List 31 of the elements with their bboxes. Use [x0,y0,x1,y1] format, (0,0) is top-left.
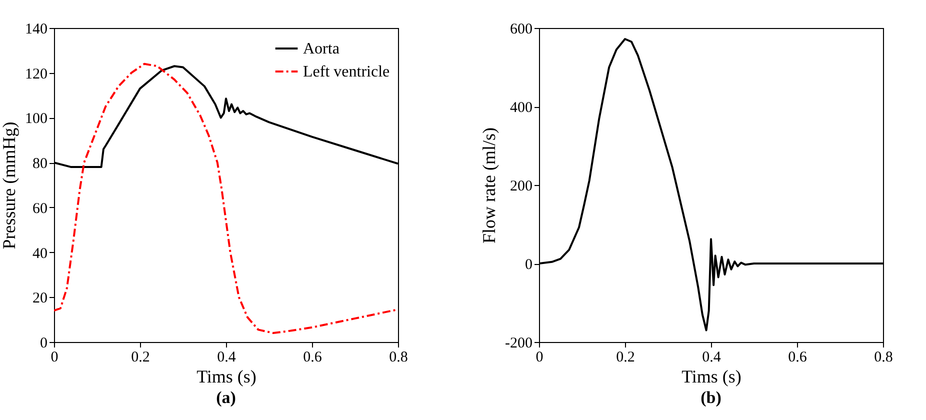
legend-label: Left ventricle [303,64,390,80]
y-tick-label: 60 [32,200,48,217]
x-tick-label: 0.8 [389,350,408,366]
y-tick-label: 20 [32,290,48,307]
y-tick-label: 40 [32,246,48,262]
x-axis-title: Tims (s) [196,366,256,386]
legend-label: Aorta [303,40,340,58]
x-tick-label: 0.6 [788,350,808,366]
y-tick-label: 0 [40,336,48,352]
text: (b) [700,388,722,407]
y-axis-title: Pressure (mmHg) [0,122,19,250]
y-tick-label: 120 [25,66,48,82]
x-tick-label: 0.2 [131,350,150,366]
y-tick-label: 140 [25,22,48,38]
x-axis-title: Tims (s) [682,366,742,386]
y-axis-title: Flow rate (ml/s) [479,128,500,244]
x-tick-label: 0 [50,350,58,366]
y-tick-label: 100 [25,111,48,128]
y-tick-label: 200 [510,178,532,194]
y-tick-label: 80 [32,156,48,172]
x-tick-label: 0.4 [217,350,236,366]
text: (a) [216,388,236,407]
x-tick-label: 0.8 [874,350,893,366]
y-tick-label: 400 [510,100,532,116]
y-tick-label: -200 [505,336,532,352]
x-tick-label: 0.6 [303,350,322,366]
x-tick-label: 0 [536,350,544,366]
x-tick-label: 0.4 [702,350,722,366]
y-tick-label: 0 [525,257,532,273]
y-tick-label: 600 [510,22,532,38]
x-tick-label: 0.2 [616,350,635,366]
